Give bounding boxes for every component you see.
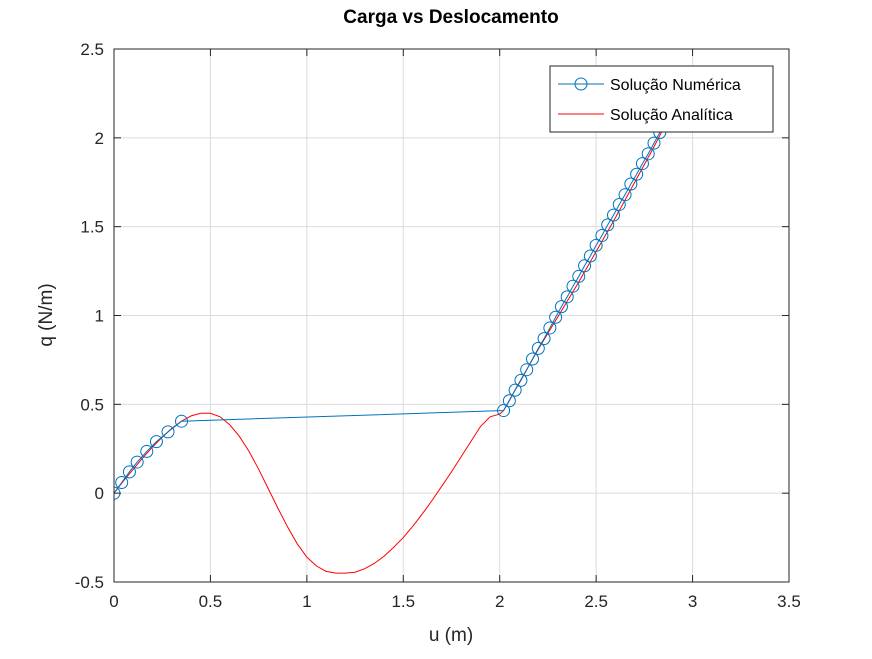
chart-title: Carga vs Deslocamento: [343, 7, 558, 28]
data-point-numerica: [589, 238, 603, 252]
data-point-numerica: [583, 249, 597, 263]
data-point-numerica: [520, 363, 534, 377]
data-point-numerica: [641, 147, 655, 161]
data-point-numerica: [647, 136, 661, 150]
data-point-numerica: [149, 435, 163, 449]
data-point-numerica: [607, 208, 620, 222]
y-tick-label: 2: [95, 129, 104, 148]
data-point-numerica: [554, 300, 568, 314]
series-layer: [114, 109, 674, 574]
x-tick-label: 3.5: [777, 592, 801, 611]
data-point-numerica: [537, 332, 551, 346]
data-point-numerica: [635, 157, 649, 171]
legend: Solução Numérica Solução Analítica: [549, 65, 774, 133]
data-point-numerica: [130, 455, 144, 469]
x-tick-label: 1.5: [391, 592, 415, 611]
data-point-numerica: [566, 279, 580, 293]
y-tick-label: 0: [95, 484, 104, 503]
data-point-numerica: [601, 218, 615, 232]
series-line-numerica: [114, 121, 667, 494]
x-axis-label: u (m): [429, 625, 473, 646]
data-point-numerica: [618, 188, 632, 202]
ticks: 0 0.5 1 1.5 2 2.5 3 3.5 -0.5 0 0.5 1 1.5 2 2.5: [75, 40, 801, 611]
data-point-numerica: [560, 290, 574, 304]
data-point-numerica: [543, 321, 557, 335]
data-point-numerica: [514, 373, 528, 387]
legend-label-analitica: Solução Analítica: [610, 107, 733, 124]
y-tick-label: -0.5: [75, 573, 104, 592]
x-tick-label: 1: [302, 592, 311, 611]
y-tick-label: 2.5: [80, 40, 104, 59]
data-point-numerica: [122, 465, 136, 479]
legend-box: [549, 65, 774, 133]
x-tick-label: 2.5: [584, 592, 608, 611]
data-point-numerica: [549, 310, 563, 324]
data-point-numerica: [572, 269, 586, 283]
data-point-numerica: [115, 476, 129, 490]
x-tick-label: 0.5: [199, 592, 223, 611]
data-point-numerica: [508, 383, 522, 397]
x-tick-label: 3: [688, 592, 697, 611]
data-point-numerica: [531, 341, 545, 355]
y-tick-label: 0.5: [80, 395, 104, 414]
legend-marker-numerica: [574, 77, 588, 91]
data-point-numerica: [595, 229, 609, 243]
data-point-numerica: [578, 259, 592, 273]
data-point-numerica: [161, 425, 175, 439]
data-point-numerica: [497, 404, 511, 418]
legend-label-numerica: Solução Numérica: [610, 77, 741, 94]
data-point-numerica: [502, 394, 516, 408]
x-tick-label: 2: [495, 592, 504, 611]
data-point-numerica: [140, 444, 154, 458]
data-point-numerica: [526, 352, 539, 366]
y-axis-label: q (N/m): [36, 283, 57, 346]
data-point-numerica: [624, 177, 638, 191]
y-tick-label: 1: [95, 307, 104, 326]
data-point-numerica: [630, 167, 644, 181]
data-point-numerica: [175, 414, 188, 428]
data-point-numerica: [612, 197, 626, 211]
y-tick-label: 1.5: [80, 218, 104, 237]
x-tick-label: 0: [109, 592, 118, 611]
